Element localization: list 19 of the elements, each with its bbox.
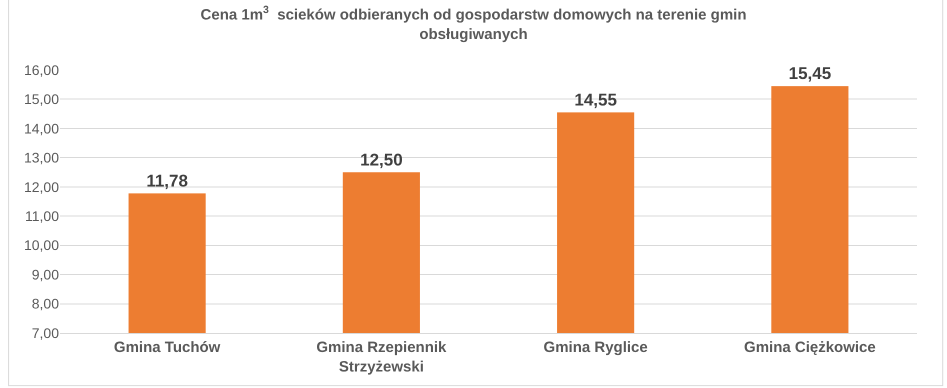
y-tick-label: 7,00 bbox=[32, 324, 60, 341]
x-tick-label: Gmina Ryglice bbox=[544, 339, 648, 356]
data-label: 14,55 bbox=[574, 90, 617, 110]
data-label: 12,50 bbox=[360, 150, 403, 170]
x-tick-label: Gmina Ciężkowice bbox=[744, 339, 876, 356]
y-tick-label: 12,00 bbox=[24, 178, 60, 195]
y-tick-label: 10,00 bbox=[24, 237, 60, 254]
y-tick-label: 16,00 bbox=[24, 62, 60, 78]
x-tick-label: Gmina Rzepiennik Strzyżewski bbox=[316, 339, 448, 376]
y-tick-label: 14,00 bbox=[24, 120, 60, 136]
y-tick-label: 9,00 bbox=[32, 266, 60, 282]
y-tick-label: 11,00 bbox=[25, 208, 60, 224]
y-tick-label: 8,00 bbox=[32, 296, 60, 312]
x-tick-label: Gmina Tuchów bbox=[114, 339, 221, 356]
y-tick-label: 15,00 bbox=[24, 91, 60, 108]
data-label: 15,45 bbox=[788, 64, 832, 84]
data-label: 11,78 bbox=[146, 171, 188, 190]
y-tick-label: 13,00 bbox=[24, 150, 60, 166]
chart-title: Cena 1m$^{3}$ scieków odbieranych od gospodarstw domowych na terenie gmin obsługiwanych bbox=[200, 4, 746, 43]
